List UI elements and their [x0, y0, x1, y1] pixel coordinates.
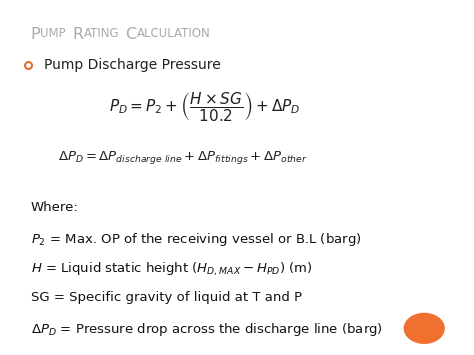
- Text: ALCULATION: ALCULATION: [137, 27, 210, 40]
- Text: $\Delta P_D = \Delta P_{discharge\ line} + \Delta P_{fittings} + \Delta P_{other: $\Delta P_D = \Delta P_{discharge\ line}…: [58, 149, 308, 166]
- Text: $\Delta P_D$ = Pressure drop across the discharge line (barg): $\Delta P_D$ = Pressure drop across the …: [30, 321, 383, 338]
- Text: UMP: UMP: [40, 27, 66, 40]
- Text: C: C: [126, 27, 137, 42]
- Text: $P_D = P_2 + \left(\dfrac{H \times SG}{10.2}\right) + \Delta P_D$: $P_D = P_2 + \left(\dfrac{H \times SG}{1…: [109, 90, 301, 123]
- Text: $H$ = Liquid static height ($H_{D,MAX} - H_{PD}$) (m): $H$ = Liquid static height ($H_{D,MAX} -…: [30, 261, 312, 278]
- Text: SG = Specific gravity of liquid at T and P: SG = Specific gravity of liquid at T and…: [30, 291, 301, 304]
- Text: Pump Discharge Pressure: Pump Discharge Pressure: [44, 58, 220, 72]
- Text: R: R: [73, 27, 83, 42]
- Circle shape: [404, 313, 444, 343]
- Text: ATING: ATING: [83, 27, 119, 40]
- Text: Where:: Where:: [30, 201, 78, 214]
- Text: $P_2$ = Max. OP of the receiving vessel or B.L (barg): $P_2$ = Max. OP of the receiving vessel …: [30, 231, 361, 248]
- Text: P: P: [30, 27, 40, 42]
